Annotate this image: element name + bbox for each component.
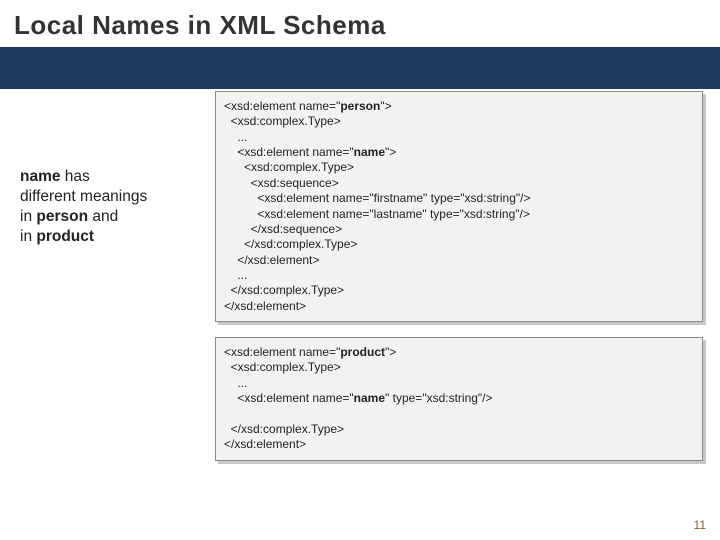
note-text: in [20,208,36,225]
slide-title: Local Names in XML Schema [14,10,706,41]
code-text: " type="xsd:string"/> [385,391,493,405]
content-area: name has different meanings in person an… [0,89,720,99]
code-text: <xsd:element name="firstname" type="xsd:… [224,191,531,205]
header-band [0,47,720,89]
code-text: <xsd:element name=" [224,345,340,359]
code-text: ... [224,376,247,390]
note-kw-product: product [36,228,94,245]
code-text: "> [385,145,396,159]
title-bar: Local Names in XML Schema [0,0,720,47]
code-text: <xsd:complex.Type> [224,160,354,174]
code-text: "> [385,345,396,359]
note-text: and [88,208,118,225]
sidebar-note: name has different meanings in person an… [20,167,205,248]
code-text: </xsd:sequence> [224,222,342,236]
code-text: </xsd:complex.Type> [224,422,344,436]
code-text: <xsd:complex.Type> [224,360,341,374]
code-text: ... [224,130,247,144]
note-text: has [61,168,90,185]
note-line-2: different meanings [20,187,205,207]
note-line-3: in person and [20,207,205,227]
code-text: <xsd:element name=" [224,99,340,113]
page-number: 11 [694,518,706,532]
code-kw-name: name [354,145,385,159]
note-text: in [20,228,36,245]
code-text: </xsd:complex.Type> [224,237,357,251]
code-text: </xsd:element> [224,437,306,451]
code-kw-person: person [340,99,380,113]
code-text: </xsd:complex.Type> [224,283,344,297]
code-kw-name: name [354,391,385,405]
code-text: <xsd:element name=" [224,145,354,159]
code-text: <xsd:complex.Type> [224,114,341,128]
code-text: </xsd:element> [224,253,319,267]
code-blank [224,406,227,420]
code-panel-person: <xsd:element name="person"> <xsd:complex… [215,91,703,322]
code-kw-product: product [340,345,385,359]
code-panel-product: <xsd:element name="product"> <xsd:comple… [215,337,703,461]
note-kw-person: person [36,208,88,225]
note-line-4: in product [20,227,205,247]
code-text: </xsd:element> [224,299,306,313]
code-text: <xsd:element name="lastname" type="xsd:s… [224,207,530,221]
code-text: ... [224,268,247,282]
note-kw-name: name [20,168,61,185]
code-text: <xsd:sequence> [224,176,339,190]
code-text: "> [380,99,391,113]
code-text: <xsd:element name=" [224,391,354,405]
note-line-1: name has [20,167,205,187]
